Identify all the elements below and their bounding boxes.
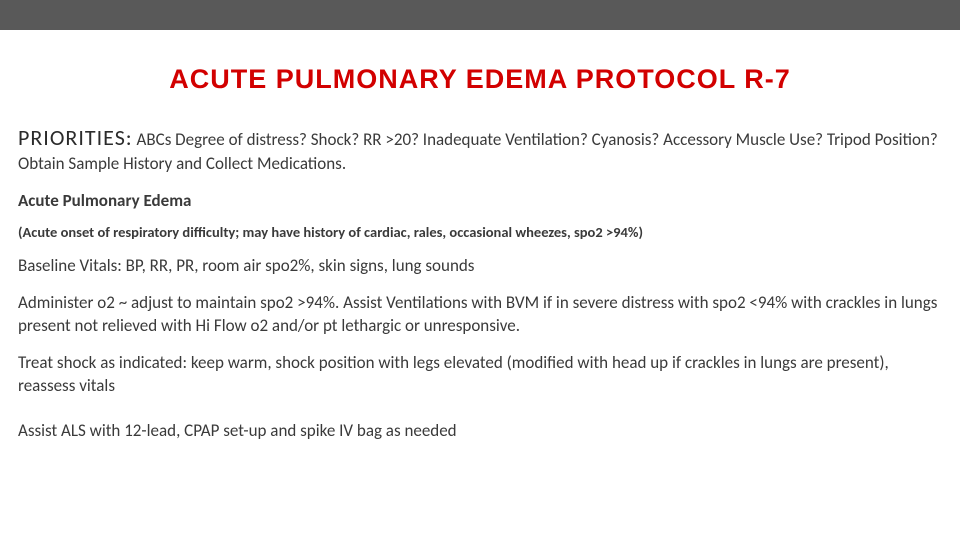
priorities-block: PRIORITIES: ABCs Degree of distress? Sho… [18,123,942,176]
parenthetical-note: (Acute onset of respiratory difficulty; … [18,223,942,242]
subheading-acute-pulmonary-edema: Acute Pulmonary Edema [18,190,942,213]
administer-o2: Administer o2 ~ adjust to maintain spo2 … [18,292,942,338]
treat-shock: Treat shock as indicated: keep warm, sho… [18,352,942,398]
top-bar [0,0,960,30]
priorities-text: ABCs Degree of distress? Shock? RR >20? … [18,129,938,174]
priorities-label: PRIORITIES: [18,124,133,151]
slide-body: PRIORITIES: ABCs Degree of distress? Sho… [0,123,960,443]
baseline-vitals: Baseline Vitals: BP, RR, PR, room air sp… [18,255,942,278]
assist-als: Assist ALS with 12-lead, CPAP set-up and… [18,420,942,443]
slide-title: ACUTE PULMONARY EDEMA PROTOCOL R-7 [0,64,960,95]
